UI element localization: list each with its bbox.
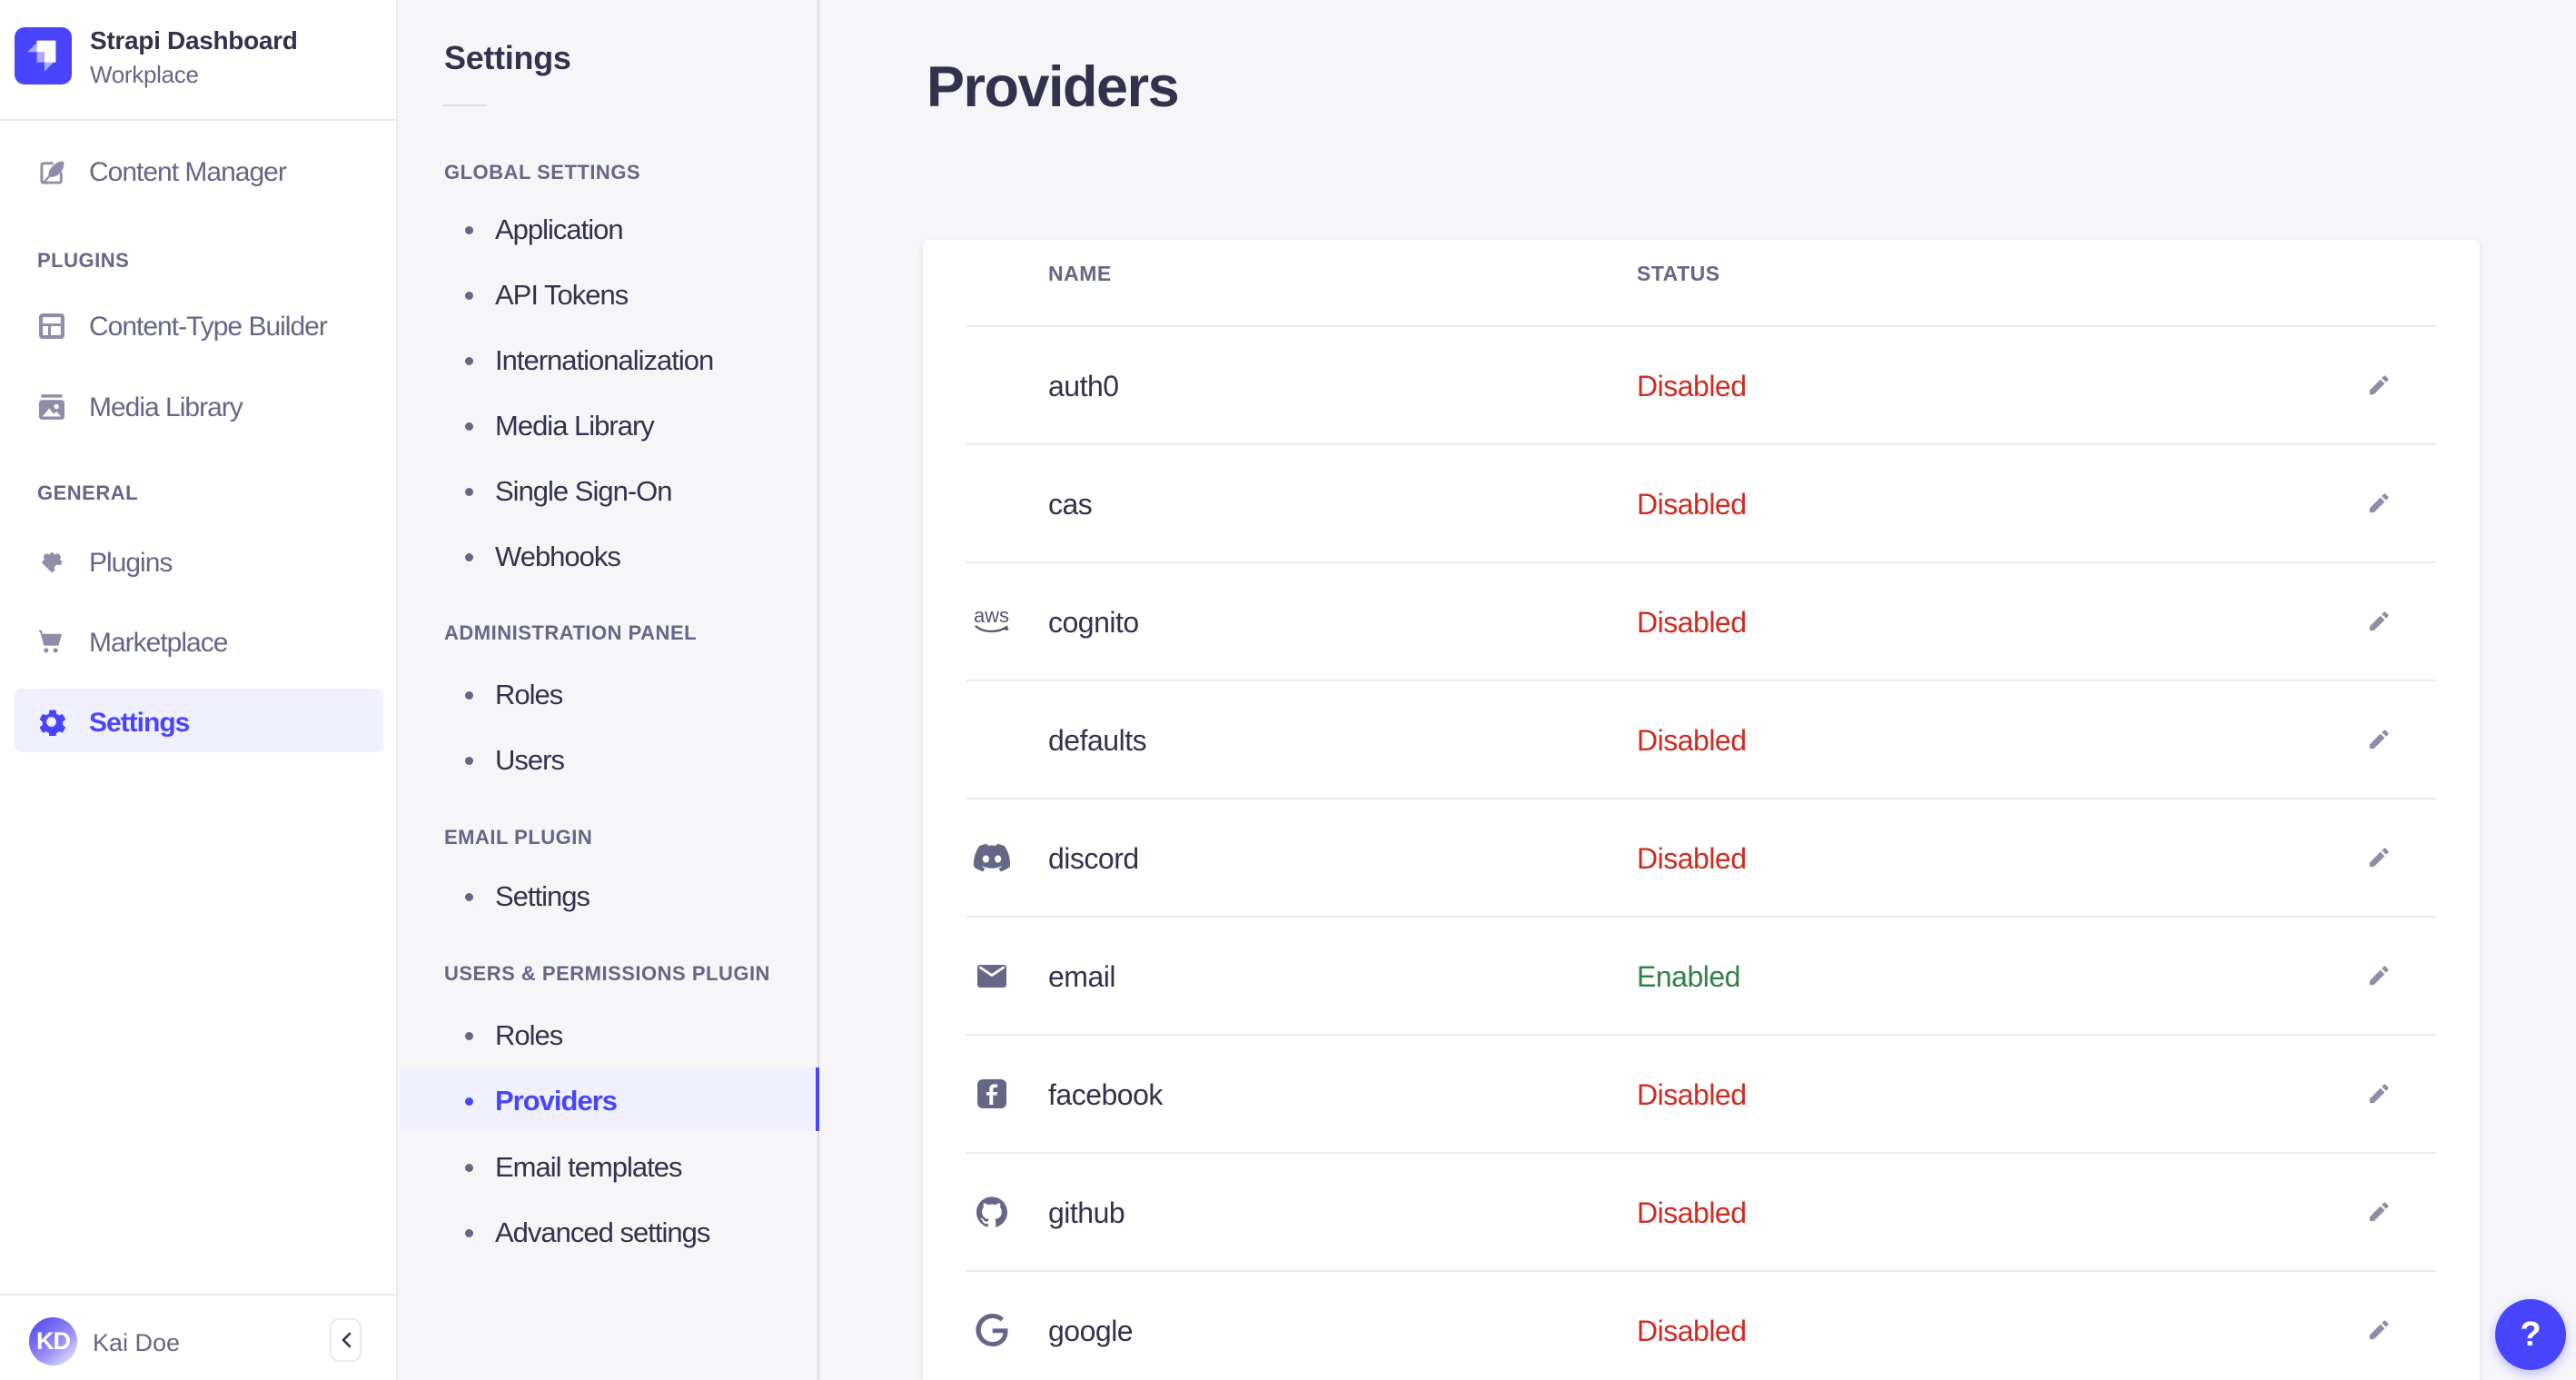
- svg-text:aws: aws: [974, 604, 1009, 627]
